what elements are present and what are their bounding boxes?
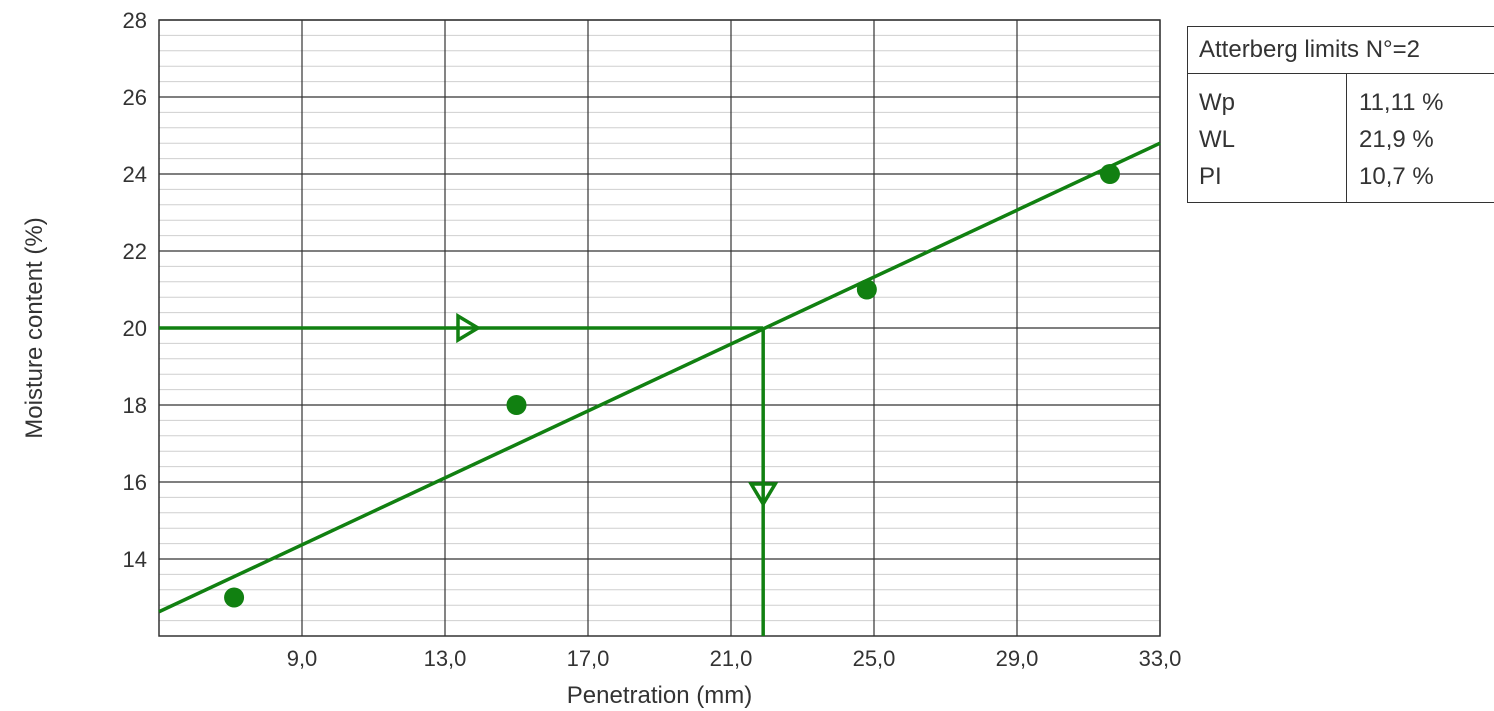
y-axis-title: Moisture content (%) <box>21 217 48 438</box>
data-point <box>224 587 245 608</box>
x-tick-label: 29,0 <box>996 646 1039 671</box>
x-tick-label: 25,0 <box>853 646 896 671</box>
fit-line <box>158 141 1161 614</box>
atterberg-limits-table: Atterberg limits N°=2 Wp WL PI 11,11 % 21,9… <box>1187 26 1494 203</box>
y-tick-label: 18 <box>123 393 147 418</box>
data-point <box>856 279 877 300</box>
y-tick-label: 26 <box>123 85 147 110</box>
x-axis-tick-labels: 9,0 13,0 17,0 21,0 25,0 29,0 33,0 <box>287 646 1182 671</box>
y-tick-label: 14 <box>123 547 147 572</box>
data-point <box>1099 164 1120 184</box>
x-tick-label: 13,0 <box>424 646 467 671</box>
limit-name-wl: WL <box>1199 126 1235 153</box>
limit-value-wp: 11,11 % <box>1359 89 1444 116</box>
y-axis-tick-labels: 14 16 18 20 22 24 26 28 <box>123 8 147 572</box>
y-tick-label: 28 <box>123 8 147 33</box>
data-point <box>506 395 527 415</box>
limit-value-pi: 10,7 % <box>1359 163 1434 190</box>
x-axis-title: Penetration (mm) <box>567 682 752 709</box>
limit-names-column: Wp WL PI <box>1188 74 1347 203</box>
atterberg-limits-header: Atterberg limits N°=2 <box>1188 27 1494 74</box>
limit-value-wl: 21,9 % <box>1359 126 1434 153</box>
limit-name-pi: PI <box>1199 163 1222 190</box>
arrow-down-marker <box>748 482 779 508</box>
x-tick-label: 9,0 <box>287 646 318 671</box>
x-tick-label: 33,0 <box>1139 646 1182 671</box>
y-tick-label: 16 <box>123 470 147 495</box>
arrow-right-marker <box>456 312 482 344</box>
x-tick-label: 17,0 <box>567 646 610 671</box>
series-layer <box>158 141 1161 636</box>
limit-name-wp: Wp <box>1199 89 1235 116</box>
y-tick-label: 24 <box>123 162 147 187</box>
x-tick-label: 21,0 <box>710 646 753 671</box>
y-tick-label: 22 <box>123 239 147 264</box>
limit-values-column: 11,11 % 21,9 % 10,7 % <box>1347 74 1444 203</box>
y-tick-label: 20 <box>123 316 147 341</box>
atterberg-limits-body: Wp WL PI 11,11 % 21,9 % 10,7 % <box>1188 74 1494 203</box>
